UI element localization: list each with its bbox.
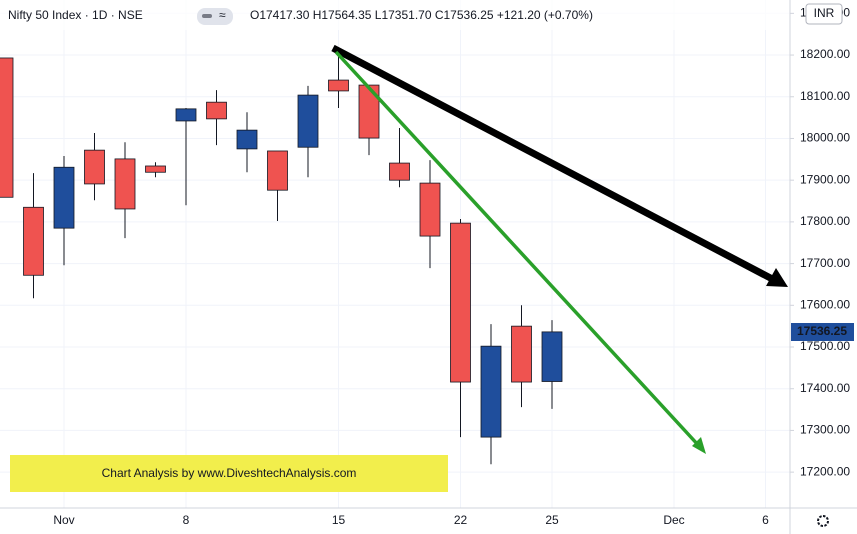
toggle-pill[interactable] [197, 8, 233, 25]
y-tick-label: 18200.00 [800, 47, 850, 61]
annotation: Chart Analysis by www.DiveshtechAnalysis… [102, 466, 357, 480]
candle-body [145, 165, 166, 173]
x-tick-label: 15 [332, 513, 346, 527]
candle-body [358, 84, 380, 139]
y-tick-label: 18000.00 [800, 131, 850, 145]
candle-body [419, 182, 441, 237]
y-tick-label: 17500.00 [800, 339, 850, 353]
candle-body [0, 57, 14, 198]
currency: INR [814, 6, 835, 20]
candle-body [541, 331, 563, 382]
settings-icon[interactable] [817, 515, 829, 527]
y-tick-label: 17400.00 [800, 381, 850, 395]
x-tick-label: 8 [183, 513, 190, 527]
candle-body [114, 158, 136, 210]
trend-arrow-green [334, 50, 702, 449]
y-tick-label: 17900.00 [800, 172, 850, 186]
candle-body [389, 162, 410, 181]
chart-title: Nifty 50 Index · 1D · NSE [8, 8, 143, 22]
candle-body [23, 206, 44, 276]
icon: ≈ [219, 8, 226, 22]
candle-body [236, 129, 258, 150]
candle-body [267, 150, 288, 191]
arrow-head-green [692, 437, 706, 454]
x-tick-label: 6 [762, 513, 769, 527]
currency-box[interactable] [805, 3, 843, 25]
arrow-head-black [766, 268, 788, 287]
y-tick-label: 17600.00 [800, 297, 850, 311]
candle-body [175, 108, 197, 122]
x-tick-label: Nov [53, 513, 74, 527]
annotation-box [10, 455, 448, 492]
candle-body [53, 166, 75, 229]
candle-body [450, 222, 471, 383]
candle-body [84, 149, 105, 185]
x-tick-label: 25 [545, 513, 559, 527]
y-tick-label: 17300.00 [800, 423, 850, 437]
candle-body [297, 94, 319, 148]
candle-body [480, 345, 502, 438]
trend-arrow-black [331, 44, 780, 286]
last-price-label: 17536.25 [797, 324, 847, 338]
x-tick-label: Dec [663, 513, 684, 527]
x-tick-label: 22 [454, 513, 468, 527]
candle-body [511, 325, 532, 383]
header-bg [0, 0, 790, 30]
y-tick-label: 17800.00 [800, 214, 850, 228]
ohlc-text: O17417.30 H17564.35 L17351.70 C17536.25 … [250, 8, 593, 22]
candle-body [206, 101, 227, 120]
icon [202, 14, 212, 18]
y-tick-label: 17200.00 [800, 464, 850, 478]
y-tick-label: 18100.00 [800, 89, 850, 103]
candle-body [328, 79, 349, 92]
y-tick-label: 17700.00 [800, 256, 850, 270]
last-price-box [791, 323, 854, 341]
